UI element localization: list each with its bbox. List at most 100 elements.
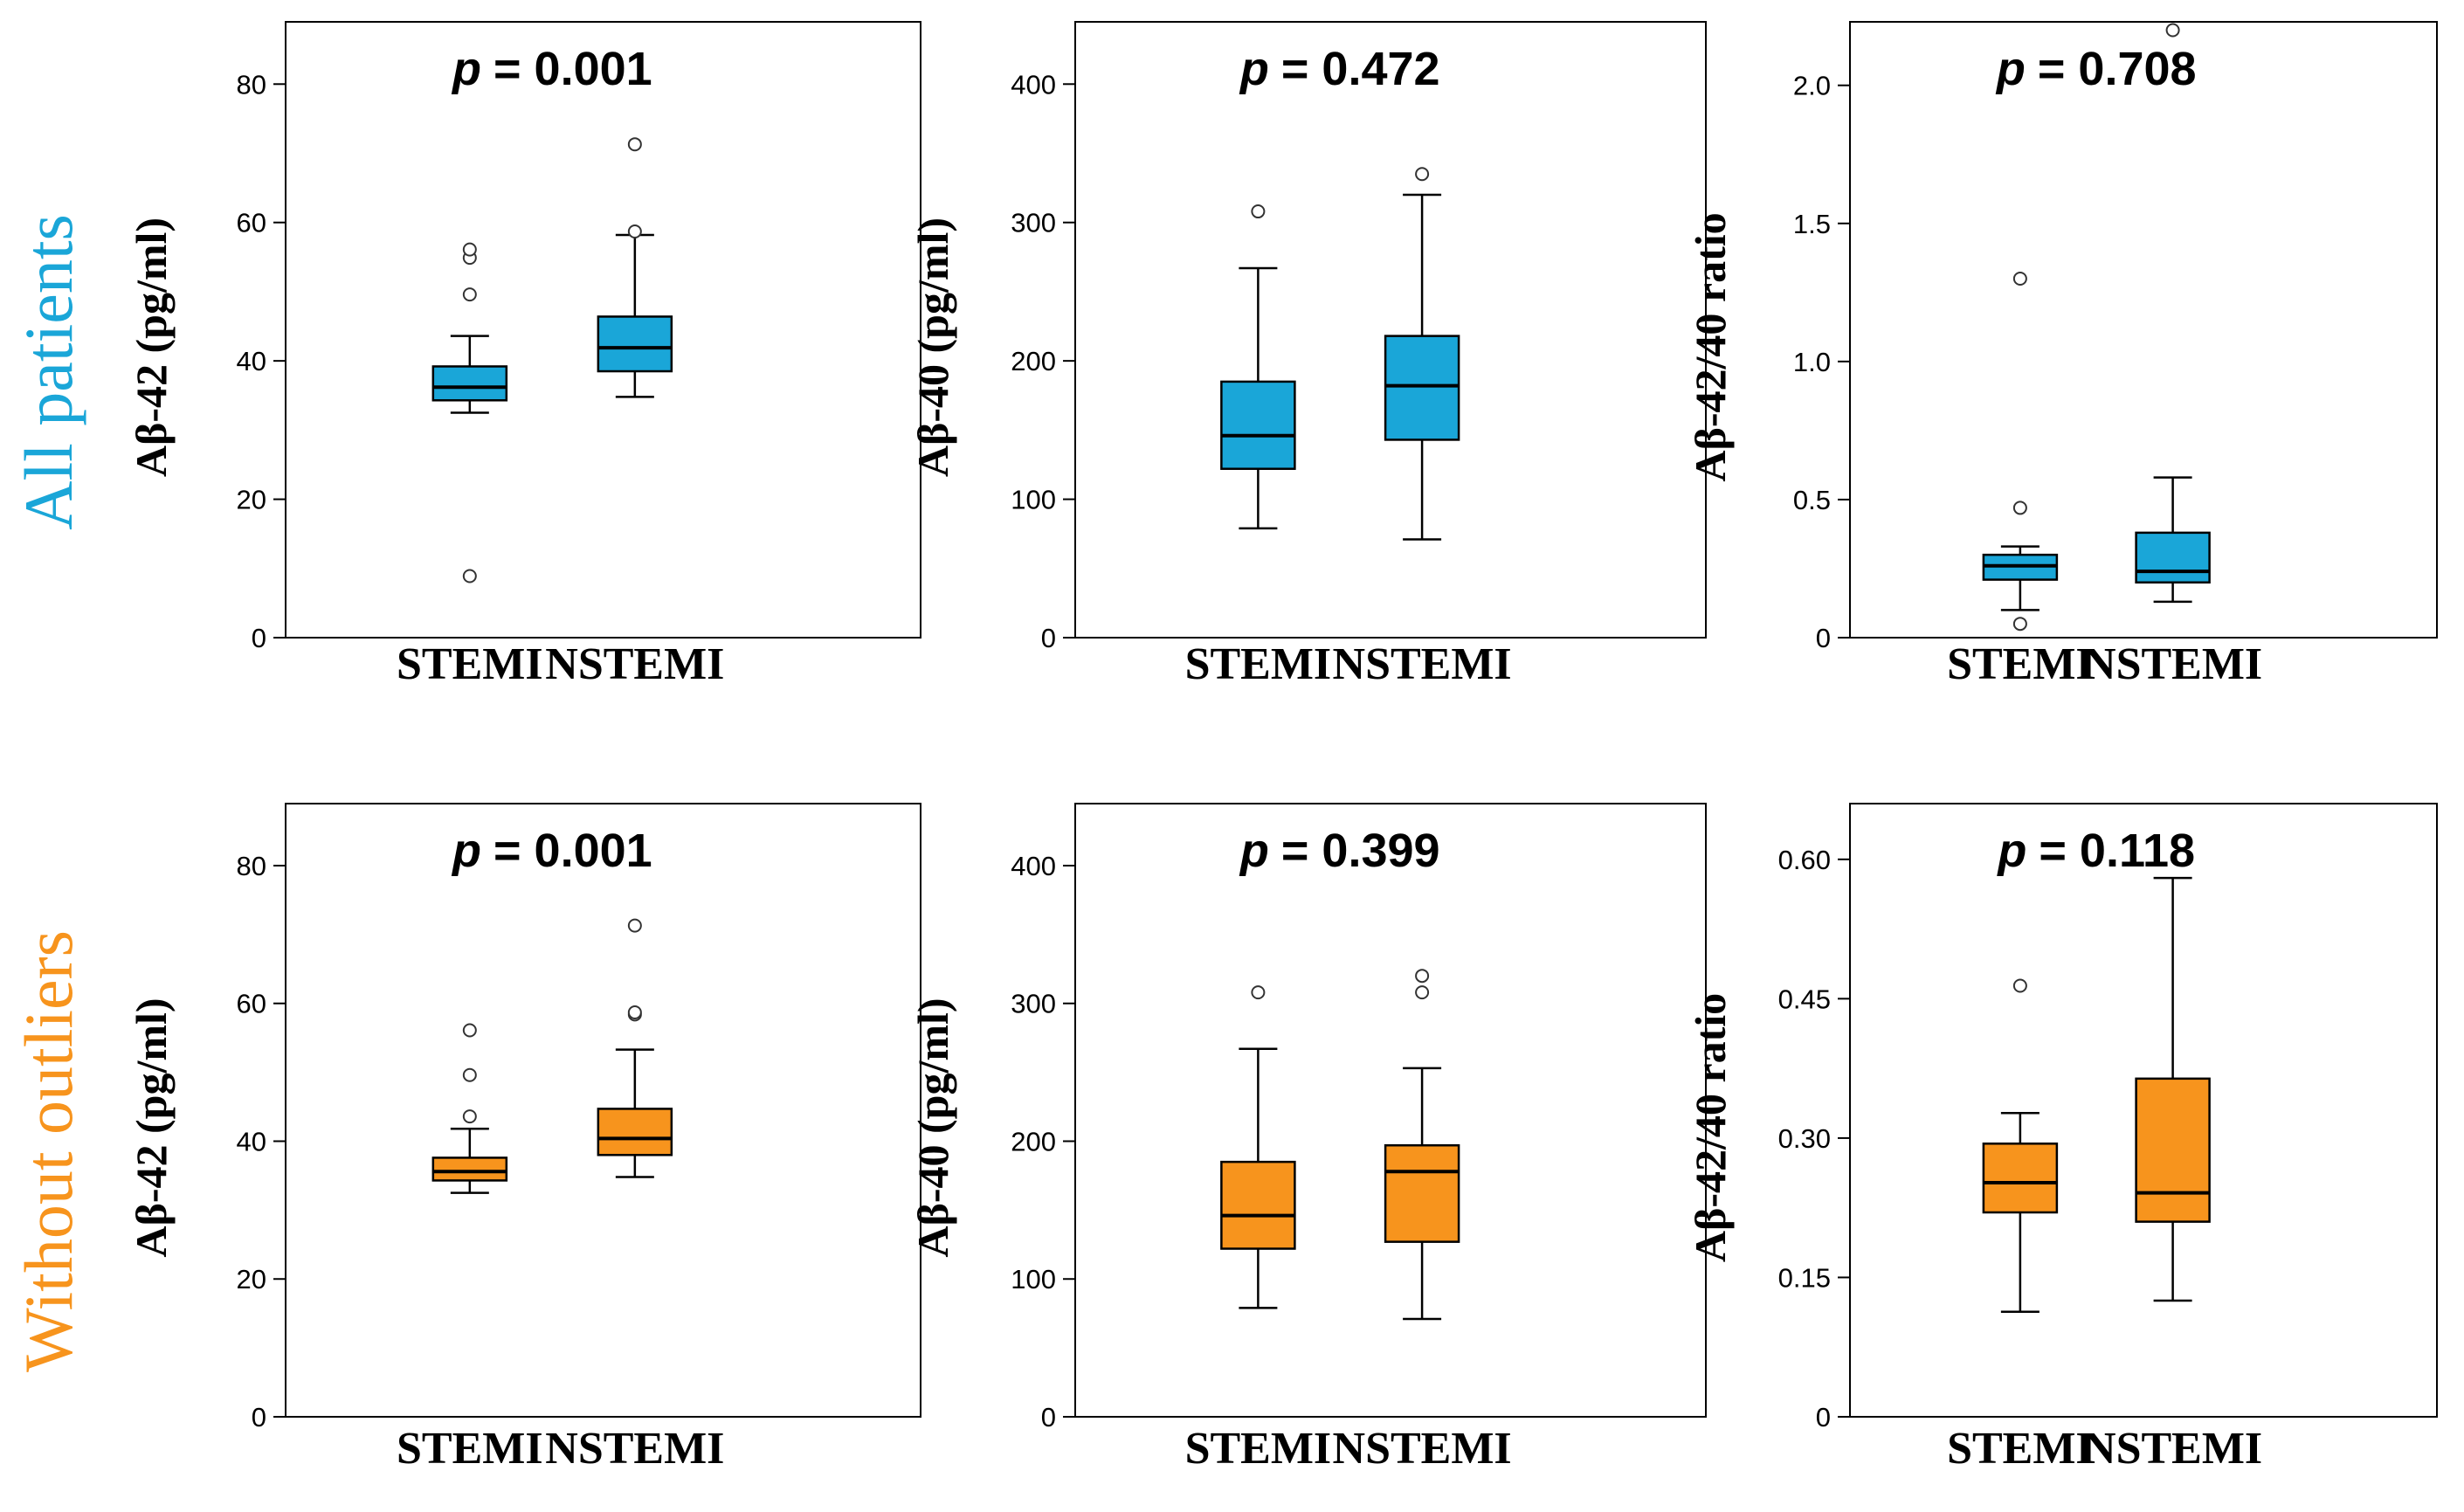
box-stemi: STEMI — [397, 242, 543, 689]
panel-all-3: p = 0.708 0 0.5 1.0 1.5 2.0 Aβ-42/40 ratio STEMI… — [1686, 21, 2438, 689]
outlier-point — [2012, 272, 2027, 287]
y-tick-label: 80 — [237, 69, 266, 100]
p-value-label: p = 0.708 — [1995, 43, 2197, 95]
outlier-point — [1251, 204, 1266, 219]
y-tick-label: 300 — [1011, 989, 1056, 1019]
outlier-point — [462, 242, 477, 257]
plot-frame — [285, 21, 921, 639]
p-value-text: = 0.118 — [2039, 825, 2195, 877]
iqr-box — [1220, 380, 1296, 470]
p-value-text: = 0.472 — [1281, 43, 1440, 95]
plot-frame — [1074, 21, 1707, 639]
p-symbol: p — [451, 825, 481, 877]
y-tick-label: 0.30 — [1778, 1123, 1831, 1154]
y-tick-label: 400 — [1011, 851, 1056, 881]
outlier-point — [1415, 969, 1430, 984]
iqr-box — [1982, 1143, 2059, 1214]
box-nstemi: NSTEMI — [2083, 876, 2262, 1474]
outlier-point — [2012, 617, 2027, 632]
box-nstemi: NSTEMI — [1333, 969, 1512, 1474]
y-tick-label: 20 — [237, 485, 266, 515]
outlier-point — [2165, 23, 2180, 38]
box-nstemi: NSTEMI — [1333, 167, 1512, 689]
outlier-point — [627, 918, 642, 933]
category-label-nstemi: NSTEMI — [1333, 1424, 1512, 1474]
y-tick-label: 0.60 — [1778, 845, 1831, 875]
p-value-label: p = 0.118 — [1996, 825, 2195, 877]
y-tick-label: 0 — [1816, 623, 1831, 653]
box-nstemi: NSTEMI — [2083, 23, 2262, 689]
category-label-stemi: STEMI — [1947, 639, 2094, 689]
iqr-box — [431, 1156, 508, 1182]
outlier-point — [462, 569, 477, 583]
y-tick-label: 0 — [1041, 623, 1056, 653]
p-value-text: = 0.001 — [493, 43, 652, 95]
outlier-point — [1415, 167, 1430, 182]
category-label-stemi: STEMI — [1185, 639, 1332, 689]
outlier-point — [1251, 985, 1266, 1000]
outlier-point — [462, 1067, 477, 1082]
p-value-text: = 0.708 — [2038, 43, 2197, 95]
category-label-nstemi: NSTEMI — [545, 1424, 724, 1474]
outlier-point — [2012, 501, 2027, 515]
y-tick-label: 2.0 — [1793, 71, 1831, 101]
y-axis-label: Aβ-42 (pg/ml) — [127, 998, 176, 1257]
category-label-stemi: STEMI — [1185, 1424, 1332, 1474]
y-tick-label: 0.15 — [1778, 1262, 1831, 1293]
p-value-label: p = 0.472 — [1239, 43, 1440, 95]
outlier-point — [462, 1109, 477, 1124]
p-symbol: p — [1995, 43, 2026, 95]
y-tick-label: 40 — [237, 1126, 266, 1156]
y-tick-label: 0 — [1816, 1402, 1831, 1433]
box-nstemi: NSTEMI — [545, 137, 724, 689]
y-tick-label: 40 — [237, 346, 266, 376]
outlier-point — [627, 137, 642, 152]
category-label-stemi: STEMI — [1947, 1424, 2094, 1474]
plot-frame — [1849, 21, 2438, 639]
outlier-point — [627, 224, 642, 239]
outlier-point — [1415, 985, 1430, 1000]
y-tick-label: 300 — [1011, 208, 1056, 238]
p-value-label: p = 0.001 — [451, 43, 652, 95]
y-tick-label: 0 — [252, 1402, 266, 1433]
category-label-nstemi: NSTEMI — [2083, 1424, 2262, 1474]
box-stemi: STEMI — [397, 1023, 543, 1474]
y-axis-label: Aβ-42/40 ratio — [1686, 993, 1735, 1262]
y-tick-label: 0.5 — [1793, 485, 1831, 515]
y-tick-label: 200 — [1011, 346, 1056, 376]
y-axis-label: Aβ-40 (pg/ml) — [908, 217, 957, 477]
iqr-box — [1384, 1143, 1460, 1243]
y-tick-label: 200 — [1011, 1126, 1056, 1156]
outlier-point — [2012, 978, 2027, 993]
iqr-box — [431, 365, 508, 402]
box-stemi: STEMI — [1185, 204, 1332, 689]
iqr-box — [2135, 1077, 2211, 1223]
panel-without-1: p = 0.001 0 20 40 60 80 Aβ-42 (pg/ml) STEMI NSTEM… — [127, 803, 921, 1474]
panel-without-2: p = 0.399 0 100 200 300 400 Aβ-40 (pg/ml) STEMI N… — [908, 803, 1707, 1474]
row-label-without-outliers: Without outliers — [10, 930, 86, 1372]
p-value-text: = 0.001 — [493, 825, 652, 877]
box-stemi: STEMI — [1185, 985, 1332, 1474]
y-tick-label: 0 — [252, 623, 266, 653]
y-tick-label: 0 — [1041, 1402, 1056, 1433]
p-symbol: p — [1996, 825, 2026, 877]
panel-all-2: p = 0.472 0 100 200 300 400 Aβ-40 (pg/ml) STEMI N… — [908, 21, 1707, 689]
category-label-nstemi: NSTEMI — [2083, 639, 2262, 689]
y-axis-label: Aβ-40 (pg/ml) — [908, 998, 957, 1257]
y-tick-label: 60 — [237, 989, 266, 1019]
p-value-label: p = 0.001 — [451, 825, 652, 877]
p-value-label: p = 0.399 — [1239, 825, 1440, 877]
plot-frame — [1074, 803, 1707, 1418]
iqr-box — [1220, 1160, 1296, 1250]
p-symbol: p — [451, 43, 481, 95]
y-tick-label: 1.5 — [1793, 209, 1831, 239]
y-tick-label: 1.0 — [1793, 347, 1831, 377]
outlier-point — [627, 1005, 642, 1019]
category-label-stemi: STEMI — [397, 1424, 543, 1474]
iqr-box — [597, 315, 673, 373]
box-stemi: STEMI — [1947, 272, 2094, 689]
outlier-point — [462, 287, 477, 302]
y-axis-label: Aβ-42 (pg/ml) — [127, 217, 176, 477]
